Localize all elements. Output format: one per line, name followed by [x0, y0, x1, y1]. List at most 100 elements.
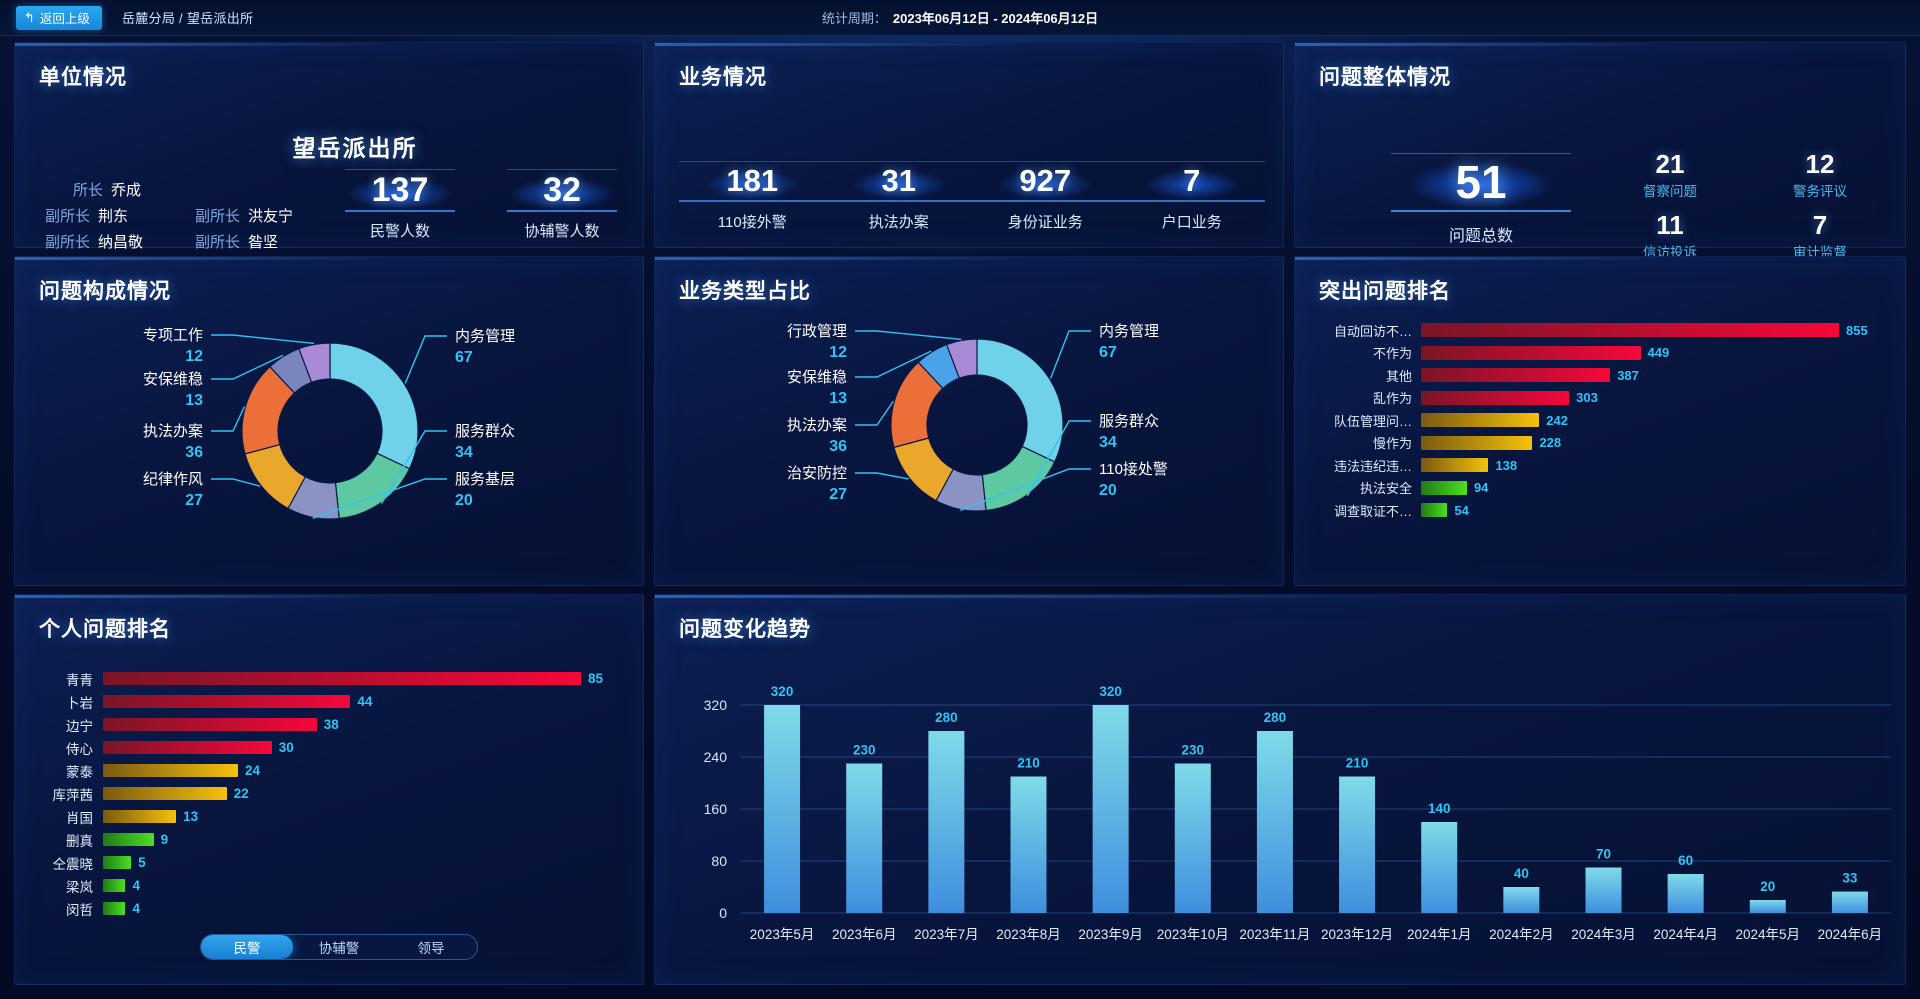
filter-tab-leader[interactable]: 领导 [417, 941, 445, 956]
bar-track: 94 [1421, 477, 1889, 500]
trend-bar[interactable] [1667, 874, 1704, 913]
trend-bar[interactable] [1503, 887, 1540, 913]
trend-bar[interactable] [1585, 867, 1622, 914]
trend-bar[interactable] [1174, 763, 1211, 914]
breadcrumb[interactable]: 岳麓分局 / 望岳派出所 [121, 11, 254, 26]
bar-label: 队伍管理问… [1333, 413, 1412, 429]
bar-label: 青青 [66, 672, 93, 688]
business-type-title: 业务类型占比 [679, 280, 811, 303]
donut-label-value: 34 [455, 444, 473, 461]
trend-bar[interactable] [1010, 776, 1047, 914]
bar-row[interactable]: 卜岩 44 [37, 690, 625, 713]
donut-label-value: 36 [185, 444, 203, 461]
bar-value: 5 [138, 855, 146, 870]
top-bar: ↰ 返回上级 岳麓分局 / 望岳派出所 统计周期： 2023年06月12日 - … [0, 0, 1920, 36]
donut-leader-line [855, 472, 909, 480]
business-type-chart: 内务管理 67 服务群众 34 110接处警 20 治安防控 27 执法办案 36 安保维稳 13 行政… [655, 291, 1283, 587]
filter-tab-police[interactable]: 民警 [201, 935, 293, 959]
leader-name: 乔成 [111, 181, 142, 199]
y-axis-tick: 80 [711, 853, 727, 869]
bar-row[interactable]: 侍心 30 [37, 736, 625, 759]
trend-bar[interactable] [1421, 822, 1458, 913]
bar-value: 242 [1546, 412, 1568, 428]
trend-bar[interactable] [1749, 900, 1786, 913]
donut-segment[interactable] [298, 342, 331, 384]
donut-segment[interactable] [976, 338, 1064, 463]
bar-row[interactable]: 库萍茜 22 [37, 782, 625, 805]
bar-row[interactable]: 青青 85 [37, 667, 625, 690]
bar-label: 仝震晓 [52, 856, 94, 872]
bar-row[interactable]: 闵哲 4 [37, 897, 625, 920]
trend-bar-value: 210 [1346, 756, 1369, 771]
trend-bar[interactable] [1092, 705, 1129, 913]
leader-row: 所长 乔成 [45, 176, 365, 202]
bar-row[interactable]: 边宁 38 [37, 713, 625, 736]
trend-bar-value: 280 [935, 710, 958, 725]
bar-label: 蒙泰 [66, 764, 93, 780]
bar-row[interactable]: 调查取证不… 54 [1313, 499, 1889, 522]
y-axis-tick: 240 [704, 749, 728, 765]
business-stat-item: 181 110接外警 [679, 161, 826, 232]
trend-bar-value: 140 [1428, 801, 1451, 816]
bar-row[interactable]: 慢作为 228 [1313, 432, 1889, 455]
back-button[interactable]: ↰ 返回上级 [16, 5, 102, 30]
trend-bar-value: 320 [1099, 684, 1122, 699]
unit-panel-title: 单位情况 [39, 66, 127, 89]
bar-fill [103, 718, 317, 731]
bar-fill [1421, 480, 1467, 495]
donut-leader-line [959, 468, 1091, 511]
bar-row[interactable]: 删真 9 [37, 828, 625, 851]
donut-label-name: 执法办案 [143, 422, 203, 440]
bar-track: 54 [1421, 499, 1889, 522]
bar-row[interactable]: 违法违纪违… 138 [1313, 454, 1889, 477]
donut-segment[interactable] [945, 338, 978, 379]
x-axis-tick: 2024年4月 [1653, 927, 1718, 942]
trend-bar[interactable] [1339, 776, 1376, 914]
kpi-caption: 民警人数 [369, 223, 430, 240]
personal-ranking-title: 个人问题排名 [39, 618, 171, 641]
bar-label: 不作为 [1372, 346, 1412, 362]
donut-segment[interactable] [329, 342, 419, 470]
bar-fill [103, 856, 132, 869]
bar-row[interactable]: 仝震晓 5 [37, 851, 625, 874]
donut-leader-line [211, 354, 284, 380]
bar-row[interactable]: 乱作为 303 [1313, 387, 1889, 410]
bar-row[interactable]: 肖国 13 [37, 805, 625, 828]
donut-label-name: 110接处警 [1099, 461, 1168, 478]
bar-fill [103, 672, 581, 685]
business-stats: 181 110接外警 31 执法办案 927 身份证业务 7 户口业务 [679, 161, 1265, 232]
business-panel-title: 业务情况 [679, 66, 767, 89]
personal-ranking-filter[interactable]: 民警 协辅警 领导 [200, 934, 478, 960]
problem-total: 51 问题总数 [1391, 153, 1571, 246]
trend-bar[interactable] [1256, 731, 1293, 913]
bar-row[interactable]: 自动回访不… 855 [1313, 319, 1889, 342]
donut-leader-line [211, 334, 315, 345]
business-stat-caption: 身份证业务 [1007, 214, 1083, 231]
bar-track: 13 [103, 805, 625, 828]
trend-bar[interactable] [846, 763, 883, 914]
bar-track: 387 [1421, 364, 1889, 387]
kpi-value: 137 [345, 169, 455, 212]
leader-role: 所长 [73, 181, 104, 199]
bar-value: 9 [160, 832, 169, 847]
bar-row[interactable]: 梁岚 4 [37, 874, 625, 897]
kpi-police-count: 137 民警人数 [345, 169, 455, 241]
business-stat-caption: 执法办案 [868, 214, 929, 231]
bar-label: 侍心 [66, 741, 93, 757]
donut-segment[interactable] [334, 452, 411, 520]
bar-value: 22 [233, 786, 249, 801]
bar-fill [1421, 435, 1533, 450]
trend-bar[interactable] [928, 731, 965, 913]
donut-svg-business-type: 内务管理 67 服务群众 34 110接处警 20 治安防控 27 执法办案 36 安保维稳 13 行政… [787, 323, 1168, 512]
bar-track: 138 [1421, 454, 1889, 477]
bar-row[interactable]: 队伍管理问… 242 [1313, 409, 1889, 432]
filter-tab-auxiliary[interactable]: 协辅警 [318, 941, 360, 956]
bar-row[interactable]: 蒙泰 24 [37, 759, 625, 782]
period-label: 统计周期： [821, 11, 887, 26]
trend-bar[interactable] [764, 705, 801, 913]
bar-row[interactable]: 其他 387 [1313, 364, 1889, 387]
bar-row[interactable]: 执法安全 94 [1313, 477, 1889, 500]
bar-track: 5 [103, 851, 625, 874]
bar-row[interactable]: 不作为 449 [1313, 342, 1889, 365]
trend-bar[interactable] [1831, 891, 1868, 913]
